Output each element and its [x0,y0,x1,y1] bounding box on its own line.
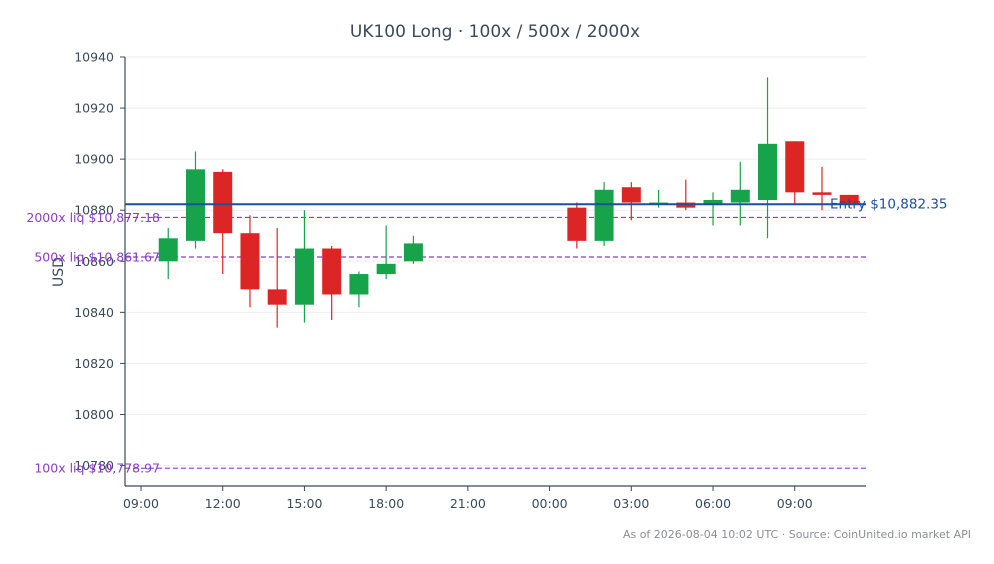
candles [158,77,859,328]
candle-body [294,248,314,305]
x-tick-label: 00:00 [532,496,568,511]
candle-body [403,243,423,262]
candle-body [376,263,396,275]
candle-body [267,289,287,305]
chart-title: UK100 Long · 100x / 500x / 2000x [350,22,640,42]
y-tick-label: 10800 [74,407,114,422]
x-tick-label: 09:00 [777,496,813,511]
y-tick-label: 10880 [74,203,114,218]
candle-body [240,233,260,290]
x-tick-label: 06:00 [695,496,731,511]
candle-body [349,274,369,295]
candle [676,179,696,211]
x-axis-ticks: 09:00 12:00 15:00 18:00 21:00 00:00 03:00 06:00… [123,486,813,511]
y-axis-label: USD [51,257,67,287]
x-tick-label: 09:00 [123,496,159,511]
x-tick-label: 12:00 [205,496,241,511]
candle-body [621,187,641,203]
candle [267,228,287,328]
candle [185,151,205,249]
liquidation-label: 100x liq $10,778.97 [34,461,160,476]
x-tick-label: 18:00 [368,496,404,511]
candle-body [649,202,669,204]
y-axis-ticks: 10780 10800 10820 10840 10860 10880 10900 10920… [74,50,125,473]
candle-body [594,189,614,241]
candle [594,182,614,246]
x-tick-label: 15:00 [286,496,322,511]
candle-body [213,171,233,234]
y-tick-label: 10860 [74,254,114,269]
candle-body [785,141,805,193]
candle-body [812,192,832,195]
candle [785,141,805,206]
candle [158,228,178,280]
liquidation-label: 2000x liq $10,877.18 [26,210,160,225]
candle [294,210,314,323]
x-tick-label: 21:00 [450,496,486,511]
candle [839,194,859,208]
candle [703,192,723,226]
candle [730,161,750,226]
candle [812,166,832,211]
candle-body [703,200,723,206]
footer-source-note: As of 2026-08-04 10:02 UTC · Source: Coi… [623,528,971,541]
y-tick-label: 10940 [74,50,114,65]
candle-body [158,238,178,262]
candle [322,245,342,321]
candle [567,202,587,249]
x-tick-label: 03:00 [613,496,649,511]
y-tick-label: 10920 [74,101,114,116]
candle [621,182,641,221]
y-tick-label: 10820 [74,356,114,371]
entry-label: Entry $10,882.35 [830,197,948,213]
candle [349,271,369,308]
candle [403,235,423,264]
candle [758,77,778,239]
grid-lines [125,56,866,467]
candle-body [322,248,342,295]
candle [213,169,233,275]
candle [240,215,260,308]
y-tick-label: 10780 [74,458,114,473]
candle [376,225,396,280]
liquidation-label: 500x liq $10,861.67 [34,250,160,265]
y-tick-label: 10840 [74,305,114,320]
candle-body [730,189,750,203]
candle-body [839,194,859,206]
y-tick-label: 10900 [74,152,114,167]
axes [124,57,866,487]
liquidation-lines [125,216,866,469]
candle-body [758,143,778,200]
candle-body [567,207,587,241]
entry-line-group: Entry $10,882.35 [125,197,948,213]
